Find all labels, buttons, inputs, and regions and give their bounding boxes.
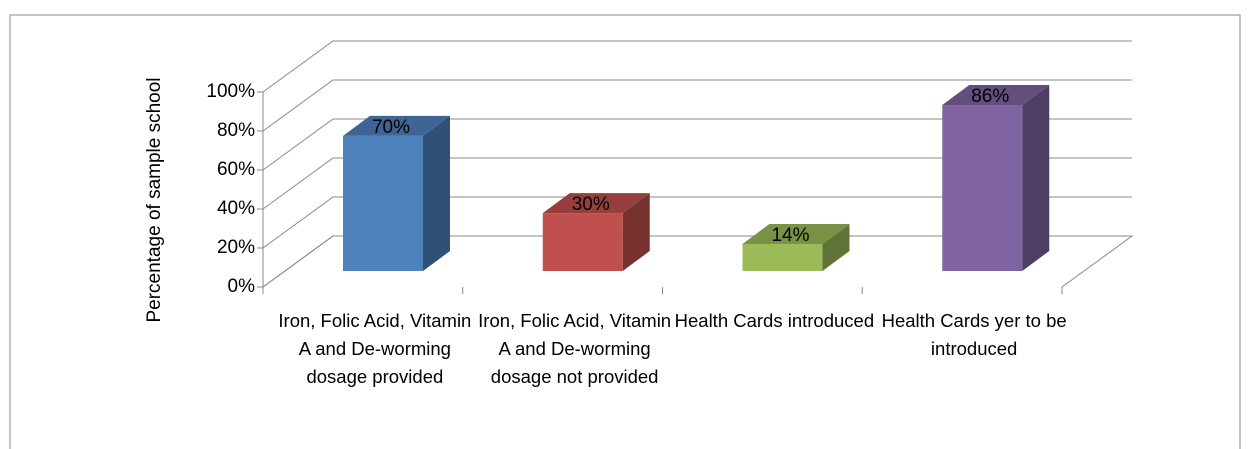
value-label: 70% [372, 117, 410, 138]
grid-line [262, 157, 1132, 210]
y-tick-label: 80% [217, 120, 255, 141]
value-label: 86% [971, 86, 1009, 107]
grid-line [262, 40, 1132, 93]
bar [542, 213, 623, 271]
y-tick-label: 0% [228, 276, 256, 297]
y-tick-label: 60% [217, 159, 255, 180]
bar-side [822, 223, 850, 271]
bar-top [542, 193, 650, 214]
value-label: 30% [572, 194, 610, 215]
chart-frame [9, 14, 1241, 449]
value-label: 14% [771, 225, 809, 246]
bar-side [1022, 85, 1050, 272]
bar-top [942, 85, 1050, 106]
y-tick-label: 100% [206, 81, 255, 102]
y-tick-label: 20% [217, 237, 255, 258]
grid-line [262, 235, 1132, 288]
x-tick-label: Health Cards introduced [674, 310, 875, 331]
bar [343, 135, 423, 271]
grid-line [262, 79, 1132, 132]
y-tick-label: 40% [217, 198, 255, 219]
x-tick-label: Iron, Folic Acid, Vitamin A and De-wormi… [278, 310, 472, 387]
x-tick-label: Health Cards yer to be introduced [881, 310, 1067, 359]
bar [942, 105, 1023, 272]
y-axis-title: Percentage of sample school [144, 77, 165, 322]
bar-top [343, 115, 450, 136]
x-tick-label: Iron, Folic Acid, Vitamin A and De-wormi… [478, 310, 672, 387]
grid-line [262, 196, 1132, 249]
bar-side [622, 193, 650, 271]
grid-line [262, 118, 1132, 171]
bar [742, 243, 823, 271]
bar-top [742, 223, 850, 244]
bar-side [423, 115, 450, 272]
